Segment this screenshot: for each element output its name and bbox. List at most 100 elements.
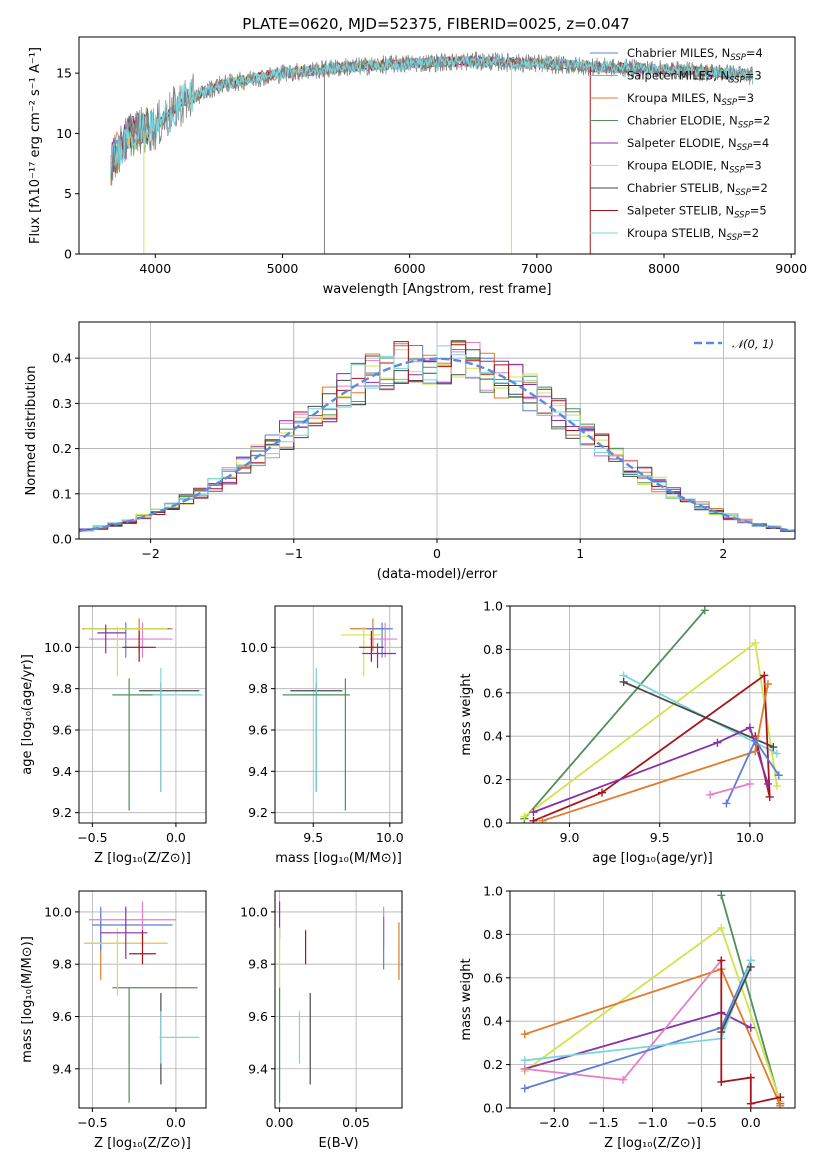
plot-area	[275, 606, 402, 823]
mass-weight-marker	[763, 779, 772, 788]
x-tick-label: −1.0	[637, 1115, 667, 1130]
y-tick-label: 10	[56, 126, 72, 141]
mass-weight-series-line	[533, 726, 769, 813]
mass-weight-marker	[745, 779, 754, 788]
x-tick-label: 7000	[521, 261, 553, 276]
y-tick-label: 0.0	[483, 816, 503, 831]
spectrum-legend: Chabrier MILES, NSSP=4 Salpeter MILES, NS…	[590, 46, 770, 243]
y-tick-label: 9.6	[52, 1009, 72, 1024]
x-axis-label: E(B-V)	[318, 1136, 358, 1151]
x-tick-label: −0.5	[77, 1115, 107, 1130]
legend-entry: Kroupa ELODIE, NSSP=3	[627, 159, 762, 176]
x-tick-label: 0.00	[266, 1115, 294, 1130]
plot-area	[275, 891, 402, 1108]
y-tick-label: 10.0	[240, 904, 268, 919]
mass-weight-marker	[538, 816, 547, 823]
mass-weight-marker	[751, 747, 760, 756]
mass-weight-marker	[746, 1023, 755, 1032]
x-tick-label: 0.05	[342, 1115, 370, 1130]
mass-weight-marker	[713, 738, 722, 747]
y-tick-label: 0.6	[483, 685, 503, 700]
y-tick-label: 10.0	[44, 904, 72, 919]
y-tick-label: 15	[56, 66, 72, 81]
mass-weight-marker	[746, 1099, 755, 1108]
x-tick-label: 10.0	[376, 830, 404, 845]
mass-vs-metallicity-panel: −0.5 0.0 9.4 9.6 9.8 10.0 Z [log₁₀(Z/Z⊙)] mass …	[20, 890, 207, 1151]
mass-weight-series-line	[542, 683, 769, 822]
legend-entry: Kroupa STELIB, NSSP=2	[627, 226, 759, 243]
legend-entry: Salpeter ELODIE, NSSP=4	[627, 136, 769, 153]
x-tick-label: 10.0	[736, 830, 764, 845]
axes-frame	[274, 890, 403, 1109]
y-tick-label: 0.2	[483, 772, 503, 787]
x-tick-label: −2.0	[539, 1115, 569, 1130]
y-tick-label: 0.8	[483, 642, 503, 657]
x-axis-label: wavelength [Angstrom, rest frame]	[323, 282, 552, 297]
x-tick-label: 0.0	[166, 830, 186, 845]
mass-weight-series-line	[523, 609, 706, 820]
y-tick-label: 0.3	[52, 396, 72, 411]
mass-weight-marker	[706, 790, 715, 799]
mass-weight-series-line	[524, 960, 752, 1090]
axes-frame	[509, 890, 796, 1109]
axes-frame	[78, 321, 796, 540]
mass-weight-marker	[520, 812, 529, 821]
x-axis-label: Z [log₁₀(Z/Z⊙)]	[604, 1136, 701, 1151]
legend-entry: Chabrier MILES, NSSP=4	[627, 46, 763, 63]
legend-entry: Chabrier STELIB, NSSP=2	[627, 181, 768, 198]
mass-weight-marker	[774, 771, 783, 780]
x-axis-label: age [log₁₀(age/yr)]	[592, 851, 713, 866]
y-tick-label: 0.2	[52, 441, 72, 456]
y-tick-label: 9.2	[248, 805, 268, 820]
axes-frame	[274, 605, 403, 824]
mass-weight-marker	[520, 1064, 529, 1073]
y-tick-label: 9.6	[52, 723, 72, 738]
x-axis-label: Z [log₁₀(Z/Z⊙)]	[94, 851, 191, 866]
mass-weight-marker	[746, 962, 755, 971]
x-tick-label: 9.0	[560, 830, 580, 845]
y-tick-label: 0.8	[483, 927, 503, 942]
y-axis-label: age [log₁₀(age/yr)]	[20, 654, 35, 775]
y-tick-label: 0.1	[52, 486, 72, 501]
x-tick-label: 1	[576, 546, 584, 561]
y-tick-label: 10.0	[44, 640, 72, 655]
mass-weight-marker	[520, 1056, 529, 1065]
y-axis-label: mass weight	[459, 958, 474, 1040]
age-vs-metallicity-panel: −0.5 0.0 9.2 9.4 9.6 9.8 10.0 Z [log₁₀(Z/Z⊙)] ag…	[20, 605, 207, 866]
mass-weight-marker	[776, 1101, 785, 1108]
x-tick-label: −0.5	[686, 1115, 716, 1130]
y-axis-label: mass [log₁₀(M/M⊙)]	[20, 936, 35, 1063]
age-vs-mass-panel: 9.5 10.0 9.2 9.4 9.6 9.8 10.0 mass [log₁₀(M/M⊙)…	[240, 605, 404, 866]
y-tick-label: 9.8	[248, 681, 268, 696]
legend-entry: Salpeter MILES, NSSP=3	[627, 69, 762, 86]
mass-weight-marker	[751, 736, 760, 745]
x-tick-label: −2	[141, 546, 159, 561]
mass-weight-marker	[760, 671, 769, 680]
legend-entry: Chabrier ELODIE, NSSP=2	[627, 114, 770, 131]
mass-weight-marker	[763, 680, 772, 689]
x-tick-label: 6000	[394, 261, 426, 276]
x-tick-label: 8000	[648, 261, 680, 276]
axes-frame	[78, 890, 207, 1109]
mass-weight-marker	[745, 723, 754, 732]
mass-weight-series-line	[623, 681, 774, 748]
legend-entry: 𝒩(0, 1)	[732, 337, 774, 351]
spectrum-panel: 4000 5000 6000 7000 8000 9000 0 5 10 15 wavelength…	[28, 36, 807, 297]
mass-weight-marker	[529, 816, 538, 823]
y-tick-label: 10.0	[240, 640, 268, 655]
mass-weight-marker	[722, 799, 731, 808]
y-tick-label: 1.0	[483, 884, 503, 899]
y-tick-label: 9.6	[248, 723, 268, 738]
figure-title: PLATE=0620, MJD=52375, FIBERID=0025, z=0…	[242, 15, 629, 33]
residuals-histogram-panel: −2 −1 0 1 2 0.0 0.1 0.2 0.3 0.4 (data-model)/error…	[24, 321, 796, 582]
weight-vs-age-panel: 9.0 9.5 10.0 0.0 0.2 0.4 0.6 0.8 1.0 age [log₁₀(a…	[459, 599, 796, 866]
plot-area	[79, 606, 206, 823]
x-tick-label: 0	[433, 546, 441, 561]
y-tick-label: 0.4	[483, 1014, 503, 1029]
y-tick-label: 9.8	[52, 681, 72, 696]
mass-weight-marker	[765, 792, 774, 801]
x-axis-label: (data-model)/error	[377, 567, 498, 582]
plot-area	[510, 891, 795, 1108]
model-spectrum-line	[110, 55, 754, 173]
